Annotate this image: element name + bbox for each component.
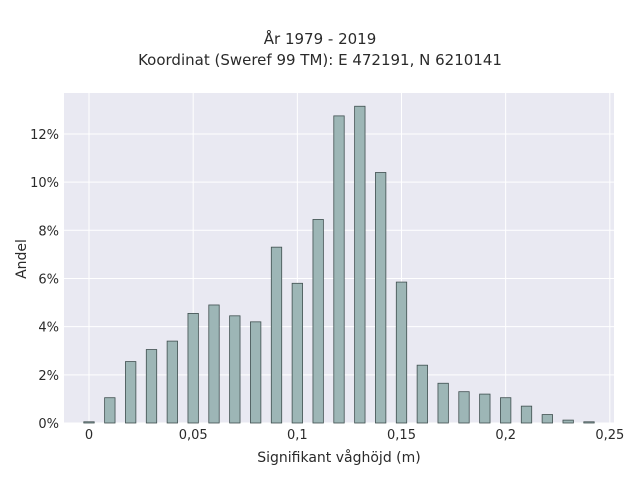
bar-2 bbox=[125, 361, 137, 424]
x-tick-label-2: 0,1 bbox=[287, 428, 308, 443]
y-axis-label: Andel bbox=[14, 239, 30, 279]
bar-9 bbox=[270, 246, 283, 424]
y-tick-label-2: 4% bbox=[38, 321, 59, 336]
bar-11 bbox=[312, 219, 324, 424]
bar-3 bbox=[145, 349, 158, 424]
chart-title-line-2: Koordinat (Sweref 99 TM): E 472191, N 62… bbox=[138, 51, 502, 69]
x-tick-label-0: 0 bbox=[85, 428, 93, 443]
y-tick-label-6: 12% bbox=[30, 128, 59, 143]
bar-7 bbox=[229, 315, 241, 424]
x-tick-label-1: 0,05 bbox=[179, 428, 208, 443]
bar-15 bbox=[395, 281, 408, 424]
y-tick-label-0: 0% bbox=[38, 417, 59, 432]
x-tick-labels: 0 0,05 0,1 0,15 0,2 0,25 bbox=[85, 428, 624, 443]
bar-1 bbox=[104, 397, 116, 424]
x-tick-label-4: 0,2 bbox=[495, 428, 516, 443]
bar-24 bbox=[583, 421, 595, 424]
y-tick-label-3: 6% bbox=[38, 272, 59, 287]
y-tick-label-4: 8% bbox=[38, 224, 59, 239]
bar-4 bbox=[166, 340, 178, 424]
bar-22 bbox=[541, 414, 553, 424]
bar-6 bbox=[208, 304, 220, 424]
bar-8 bbox=[250, 321, 262, 424]
y-tick-label-1: 2% bbox=[38, 369, 59, 384]
bar-5 bbox=[187, 313, 199, 424]
y-tick-label-5: 10% bbox=[30, 176, 59, 191]
bar-0 bbox=[83, 421, 95, 424]
bar-13 bbox=[354, 105, 366, 424]
bar-16 bbox=[416, 364, 428, 424]
bar-19 bbox=[479, 393, 491, 424]
bar-20 bbox=[500, 397, 512, 424]
bar-14 bbox=[375, 172, 387, 424]
bar-10 bbox=[291, 282, 303, 424]
bar-18 bbox=[458, 391, 470, 424]
bar-21 bbox=[520, 405, 533, 424]
bar-12 bbox=[333, 115, 345, 424]
x-tick-label-5: 0,25 bbox=[595, 428, 624, 443]
x-tick-label-3: 0,15 bbox=[387, 428, 416, 443]
y-tick-labels: 0% 2% 4% 6% 8% 10% 12% bbox=[30, 128, 59, 432]
bar-23 bbox=[562, 419, 574, 424]
bars bbox=[83, 105, 595, 424]
bar-17 bbox=[437, 382, 449, 424]
chart-title-line-1: År 1979 - 2019 bbox=[263, 30, 377, 48]
x-axis-label: Signifikant våghöjd (m) bbox=[257, 449, 420, 466]
